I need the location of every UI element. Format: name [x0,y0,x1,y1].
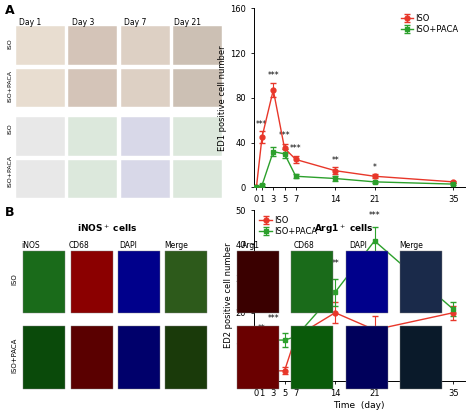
Bar [68,26,117,65]
Text: ***: *** [279,131,291,140]
Bar [120,26,170,65]
Text: ISO+PACA: ISO+PACA [7,155,12,187]
Text: Arg1: Arg1 [242,241,260,250]
Bar [292,326,333,389]
Bar [173,117,222,156]
Bar [16,68,65,107]
Legend: ISO, ISO+PACA: ISO, ISO+PACA [258,214,319,237]
Bar [118,250,160,313]
Bar [173,26,222,65]
Text: iNOS: iNOS [21,241,40,250]
Bar [120,68,170,107]
Bar [173,68,222,107]
Bar [68,117,117,156]
Text: ***: *** [267,314,279,323]
Text: DAPI: DAPI [349,241,367,250]
Bar [16,117,65,156]
Bar [173,159,222,198]
Text: ***: *** [290,144,301,153]
Text: A: A [5,4,14,17]
Bar [292,250,333,313]
Bar [165,326,207,389]
Bar [165,250,207,313]
Bar [120,117,170,156]
Bar [16,159,65,198]
Bar [118,326,160,389]
Bar [237,250,279,313]
Text: ISO+PACA: ISO+PACA [11,337,17,372]
Text: ISO: ISO [11,273,17,285]
Text: Day 21: Day 21 [174,18,201,27]
Bar [71,326,112,389]
Bar [16,26,65,65]
Text: B: B [5,206,14,219]
Text: CD68: CD68 [294,241,315,250]
Bar [120,159,170,198]
Text: Merge: Merge [164,241,189,250]
Text: ISO: ISO [7,38,12,49]
X-axis label: Time  (day): Time (day) [333,400,385,410]
Text: *: * [373,163,376,172]
Text: Day 7: Day 7 [124,18,146,27]
Text: **: ** [331,156,339,165]
Bar [346,326,388,389]
Text: CD68: CD68 [69,241,90,250]
Bar [68,68,117,107]
Text: **: ** [258,324,266,333]
Y-axis label: ED1 positive cell number: ED1 positive cell number [219,45,228,151]
Legend: ISO, ISO+PACA: ISO, ISO+PACA [399,12,460,35]
Text: Day 3: Day 3 [72,18,94,27]
Bar [400,326,442,389]
Text: ***: *** [256,120,268,129]
Text: Arg1$^+$ cells: Arg1$^+$ cells [314,222,374,236]
Text: Merge: Merge [399,241,423,250]
Bar [23,250,65,313]
Bar [68,159,117,198]
Bar [23,326,65,389]
Y-axis label: ED2 positive cell number: ED2 positive cell number [224,243,233,349]
Bar [400,250,442,313]
Text: ***: *** [267,71,279,80]
Text: **: ** [331,259,339,268]
Text: ISO+PACA: ISO+PACA [7,70,12,102]
Bar [71,250,112,313]
Text: ***: *** [369,211,380,220]
Bar [346,250,388,313]
Bar [237,326,279,389]
Text: ISO: ISO [7,123,12,134]
Text: DAPI: DAPI [119,241,137,250]
Text: iNOS$^+$ cells: iNOS$^+$ cells [77,222,137,234]
Text: Day 1: Day 1 [19,18,42,27]
